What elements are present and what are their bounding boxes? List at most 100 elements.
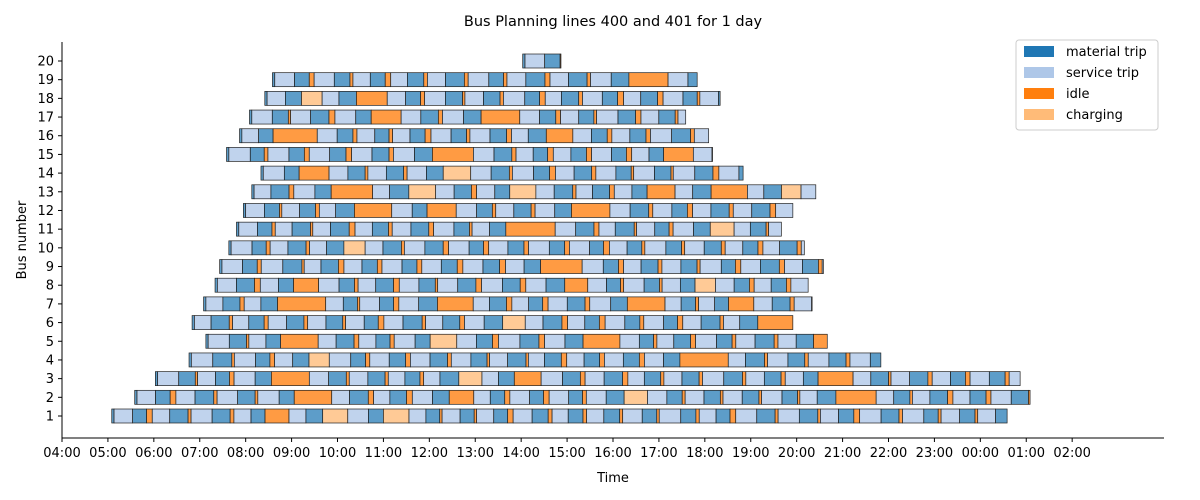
bus-row-1 (111, 408, 1008, 424)
bus-row-4 (188, 352, 882, 368)
trip-idle (619, 408, 624, 424)
trip-idle (486, 352, 490, 368)
trip-material (488, 72, 504, 88)
trip-service (582, 91, 603, 106)
trip-service (644, 240, 667, 256)
trip-material (754, 333, 775, 349)
trip-idle (728, 203, 734, 218)
trip-idle (277, 296, 327, 312)
x-tick-label: 14:00 (502, 446, 539, 461)
trip-idle (271, 371, 310, 386)
trip-material (254, 371, 272, 386)
trip-material (566, 296, 586, 312)
trip-service (586, 408, 605, 424)
trip-service (290, 109, 311, 125)
trip-material (368, 408, 384, 424)
trip-material (723, 371, 743, 386)
trip-service (821, 259, 824, 274)
trip-material (742, 240, 759, 256)
trip-material (751, 203, 771, 218)
trip-idle (511, 147, 517, 162)
trip-idle (696, 91, 701, 106)
trip-material (663, 315, 678, 330)
trip-service (450, 352, 472, 368)
trip-service (524, 315, 544, 330)
trip-idle (686, 203, 693, 218)
trip-material (237, 389, 256, 405)
chart-title: Bus Planning lines 400 and 401 for 1 day (464, 14, 763, 30)
trip-material (738, 165, 744, 181)
trip-idle (769, 203, 777, 218)
trip-service (232, 315, 250, 330)
trip-idle (456, 259, 464, 274)
trip-service (369, 352, 390, 368)
trip-service (551, 408, 569, 424)
trip-material (409, 128, 426, 144)
legend-label-service: service trip (1066, 66, 1139, 81)
trip-service (544, 333, 566, 349)
bus-row-18 (264, 91, 721, 106)
trip-idle (263, 147, 269, 162)
trip-idle (603, 240, 610, 256)
trip-material (693, 221, 711, 237)
trip-service (664, 296, 682, 312)
trip-service (427, 72, 446, 88)
trip-service (672, 165, 696, 181)
trip-material (425, 408, 441, 424)
trip-service (519, 109, 540, 125)
trip-material (333, 72, 351, 88)
trip-idle (293, 277, 319, 293)
trip-material (880, 408, 900, 424)
trip-material (248, 315, 265, 330)
trip-material (770, 277, 787, 293)
trip-material (445, 91, 463, 106)
trip-service (611, 128, 631, 144)
trip-material (679, 277, 696, 293)
trip-material (802, 371, 819, 386)
trip-service (441, 408, 461, 424)
trip-material (350, 352, 366, 368)
trip-material (584, 315, 600, 330)
trip-idle (584, 296, 591, 312)
bus-row-3 (155, 371, 1021, 386)
trip-idle (606, 128, 613, 144)
trip-service (356, 128, 376, 144)
trip-idle (545, 128, 574, 144)
y-tick-label: 4 (46, 353, 54, 368)
trip-material (342, 296, 358, 312)
trip-material (228, 333, 247, 349)
trip-idle (353, 333, 360, 349)
trip-idle (303, 315, 309, 330)
trip-service (462, 259, 484, 274)
trip-idle (720, 240, 726, 256)
trip-material (410, 221, 430, 237)
trip-material (640, 91, 658, 106)
trip-material (278, 389, 295, 405)
trip-idle (376, 259, 383, 274)
trip-service (267, 315, 287, 330)
trip-idle (618, 259, 624, 274)
trip-idle (463, 72, 469, 88)
trip-service (698, 296, 716, 312)
trip-idle (506, 128, 512, 144)
trip-service (476, 408, 495, 424)
trip-service (684, 240, 705, 256)
trip-material (568, 72, 588, 88)
trip-material (270, 184, 290, 200)
trip-service (698, 408, 717, 424)
trip-material (251, 240, 267, 256)
trip-material (389, 389, 407, 405)
trip-idle (622, 371, 629, 386)
trip-material (211, 408, 231, 424)
trip-material (969, 389, 987, 405)
trip-material (532, 147, 549, 162)
trip-service (404, 240, 426, 256)
trip-service (598, 221, 616, 237)
trip-idle (764, 352, 768, 368)
bus-bars (111, 53, 1031, 424)
trip-idle (757, 315, 794, 330)
trip-idle (448, 389, 475, 405)
trip-service (661, 277, 681, 293)
trip-material (476, 203, 493, 218)
trip-service (767, 352, 789, 368)
